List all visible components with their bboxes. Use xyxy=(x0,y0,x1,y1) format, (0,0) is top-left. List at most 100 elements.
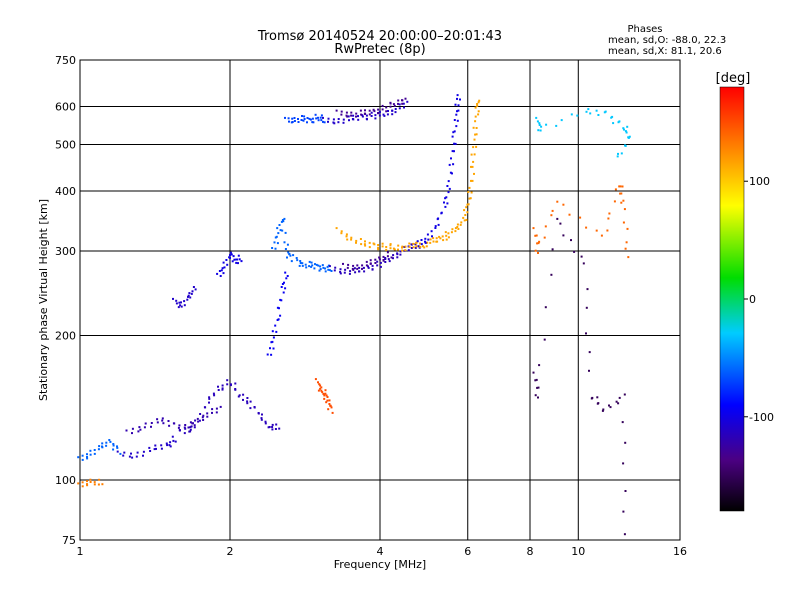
data-point xyxy=(191,290,194,293)
data-point xyxy=(135,455,138,458)
data-point xyxy=(136,451,139,454)
data-point xyxy=(626,125,629,128)
data-point xyxy=(544,306,547,309)
x-tick-label: 6 xyxy=(464,545,471,558)
data-point xyxy=(538,240,541,243)
colorbar-label: [deg] xyxy=(716,71,751,86)
data-point xyxy=(178,429,181,432)
data-point xyxy=(551,209,554,212)
data-point xyxy=(272,347,275,350)
data-point xyxy=(377,112,380,114)
data-point xyxy=(408,242,411,245)
data-point xyxy=(450,157,452,160)
data-point xyxy=(275,330,278,333)
x-axis-label: Frequency [MHz] xyxy=(334,558,426,571)
data-point xyxy=(333,269,336,272)
data-point xyxy=(475,127,478,129)
data-point xyxy=(475,145,478,148)
data-point xyxy=(340,110,343,113)
data-point xyxy=(283,241,286,244)
data-point xyxy=(459,98,461,101)
data-point xyxy=(445,234,448,237)
data-point xyxy=(626,227,629,230)
data-point xyxy=(389,105,392,108)
data-point xyxy=(543,236,546,239)
data-point xyxy=(425,245,428,248)
data-point xyxy=(371,268,374,271)
data-point xyxy=(473,138,476,141)
data-point xyxy=(352,268,355,271)
data-point xyxy=(301,262,304,265)
data-point xyxy=(317,119,320,122)
data-point xyxy=(397,244,400,247)
data-point xyxy=(229,256,231,259)
data-point xyxy=(620,152,623,155)
data-point xyxy=(355,241,357,244)
data-point xyxy=(383,114,386,117)
data-point xyxy=(399,253,402,256)
data-point xyxy=(403,106,405,109)
data-point xyxy=(620,201,623,204)
data-point xyxy=(378,256,381,259)
data-point xyxy=(276,242,279,245)
data-point xyxy=(468,197,471,200)
data-point xyxy=(624,247,627,250)
data-point xyxy=(612,122,615,125)
data-point xyxy=(101,445,103,448)
data-point xyxy=(378,258,381,261)
x-tick-label: 8 xyxy=(527,545,534,558)
data-point xyxy=(615,400,618,403)
data-point xyxy=(430,230,433,233)
data-point xyxy=(587,108,590,111)
data-point xyxy=(299,260,302,262)
data-point xyxy=(306,121,308,124)
data-point xyxy=(98,478,101,481)
data-point xyxy=(474,115,477,118)
data-point xyxy=(471,165,474,168)
data-point xyxy=(344,268,347,271)
data-point xyxy=(319,268,322,271)
data-point xyxy=(177,426,180,429)
data-point xyxy=(337,121,340,124)
data-point xyxy=(93,483,96,486)
data-point xyxy=(149,450,152,452)
data-point xyxy=(326,399,329,402)
data-point xyxy=(322,266,325,269)
data-point xyxy=(81,454,84,457)
data-point xyxy=(276,319,279,321)
data-point xyxy=(235,261,238,264)
data-point xyxy=(356,267,359,270)
data-point xyxy=(362,266,365,269)
data-point xyxy=(156,421,159,424)
data-point xyxy=(468,186,471,189)
data-point xyxy=(476,104,479,107)
data-point xyxy=(216,272,219,275)
data-point xyxy=(624,490,627,492)
data-point xyxy=(283,281,285,284)
data-point xyxy=(220,269,223,272)
data-point xyxy=(290,260,293,263)
data-point xyxy=(142,450,145,453)
data-point xyxy=(123,451,126,454)
data-point xyxy=(359,109,362,112)
data-point xyxy=(319,265,322,268)
data-point xyxy=(324,267,327,270)
data-point xyxy=(368,241,371,244)
data-point xyxy=(89,449,92,452)
data-point xyxy=(457,109,460,112)
data-point xyxy=(285,277,288,280)
data-point xyxy=(162,422,165,425)
data-point xyxy=(297,118,299,120)
data-point xyxy=(281,283,284,285)
data-point xyxy=(160,447,163,450)
data-point xyxy=(536,120,539,123)
data-point xyxy=(353,267,356,270)
data-point xyxy=(98,445,101,448)
data-point xyxy=(274,324,277,327)
data-point xyxy=(93,449,96,451)
data-point xyxy=(534,249,537,252)
data-point xyxy=(284,231,287,234)
data-point xyxy=(292,254,295,257)
data-point xyxy=(184,427,187,430)
data-point xyxy=(363,243,366,246)
